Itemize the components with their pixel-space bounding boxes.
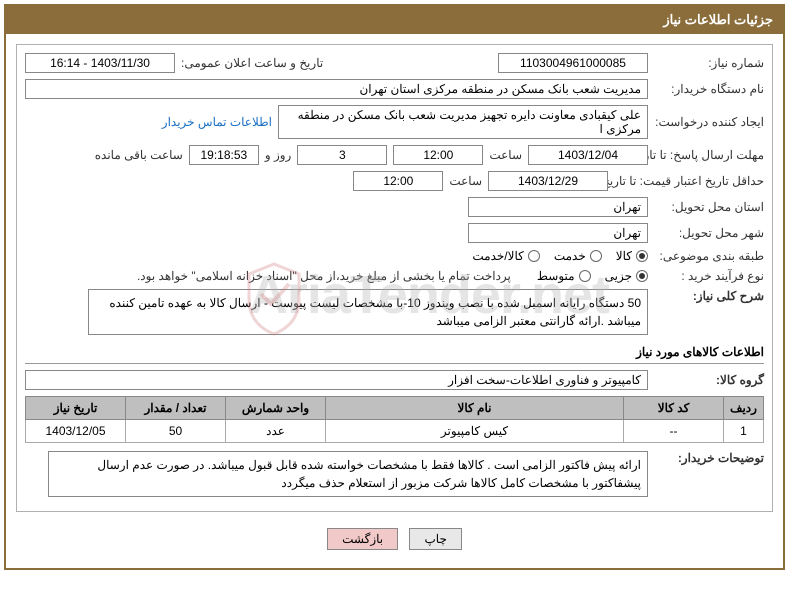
- cell-name: کیس کامپیوتر: [326, 420, 624, 443]
- days-and-label: روز و: [265, 148, 292, 162]
- radio-minor[interactable]: جزیی: [605, 269, 648, 283]
- goods-group-label: گروه کالا:: [654, 373, 764, 387]
- radio-dot-icon: [636, 270, 648, 282]
- main-fieldset: شماره نیاز: 1103004961000085 تاریخ و ساع…: [16, 44, 773, 512]
- summary-label: شرح کلی نیاز:: [654, 289, 764, 303]
- th-date: تاریخ نیاز: [26, 397, 126, 420]
- hms-value: 19:18:53: [189, 145, 259, 165]
- buyer-org-label: نام دستگاه خریدار:: [654, 82, 764, 96]
- validity-time-value: 12:00: [353, 171, 443, 191]
- time-label-2: ساعت: [449, 174, 482, 188]
- validity-date-value: 1403/12/29: [488, 171, 608, 191]
- announce-dt-value: 1403/11/30 - 16:14: [25, 53, 175, 73]
- cell-qty: 50: [126, 420, 226, 443]
- validity-label: حداقل تاریخ اعتبار قیمت: تا تاریخ:: [614, 174, 764, 188]
- time-label-1: ساعت: [489, 148, 522, 162]
- buyer-notes-label: توضیحات خریدار:: [654, 451, 764, 465]
- details-panel: جزئیات اطلاعات نیاز شماره نیاز: 11030049…: [4, 4, 785, 570]
- subject-class-label: طبقه بندی موضوعی:: [654, 249, 764, 263]
- th-code: کد کالا: [624, 397, 724, 420]
- need-no-label: شماره نیاز:: [654, 56, 764, 70]
- contact-link[interactable]: اطلاعات تماس خریدار: [162, 115, 272, 129]
- table-row: 1 -- کیس کامپیوتر عدد 50 1403/12/05: [26, 420, 764, 443]
- proc-type-label: نوع فرآیند خرید :: [654, 269, 764, 283]
- subject-radio-group: کالا خدمت کالا/خدمت: [472, 249, 648, 263]
- remaining-label: ساعت باقی مانده: [95, 148, 183, 162]
- buyer-notes-value: ارائه پیش فاکتور الزامی است . کالاها فقط…: [48, 451, 648, 497]
- reply-date-value: 1403/12/04: [528, 145, 648, 165]
- radio-dot-icon: [636, 250, 648, 262]
- reply-deadline-label: مهلت ارسال پاسخ: تا تاریخ:: [654, 148, 764, 162]
- goods-table: ردیف کد کالا نام کالا واحد شمارش تعداد /…: [25, 396, 764, 443]
- reply-time-value: 12:00: [393, 145, 483, 165]
- requester-value: علی کیقبادی معاونت دایره تجهیز مدیریت شع…: [278, 105, 648, 139]
- print-button[interactable]: چاپ: [409, 528, 461, 550]
- th-qty: تعداد / مقدار: [126, 397, 226, 420]
- th-row: ردیف: [724, 397, 764, 420]
- cell-unit: عدد: [226, 420, 326, 443]
- delivery-prov-value: تهران: [468, 197, 648, 217]
- button-row: چاپ بازگشت: [16, 520, 773, 558]
- delivery-city-label: شهر محل تحویل:: [654, 226, 764, 240]
- days-value: 3: [297, 145, 387, 165]
- cell-row: 1: [724, 420, 764, 443]
- proc-note: پرداخت تمام یا بخشی از مبلغ خرید،از محل …: [137, 269, 511, 283]
- radio-dot-icon: [579, 270, 591, 282]
- delivery-prov-label: استان محل تحویل:: [654, 200, 764, 214]
- announce-dt-label: تاریخ و ساعت اعلان عمومی:: [181, 56, 323, 70]
- buyer-org-value: مدیریت شعب بانک مسکن در منطقه مرکزی استا…: [25, 79, 648, 99]
- radio-dot-icon: [528, 250, 540, 262]
- proc-radio-group: جزیی متوسط: [537, 269, 648, 283]
- radio-dot-icon: [590, 250, 602, 262]
- delivery-city-value: تهران: [468, 223, 648, 243]
- goods-section-title: اطلاعات کالاهای مورد نیاز: [25, 341, 764, 364]
- radio-medium[interactable]: متوسط: [537, 269, 591, 283]
- goods-group-value: کامپیوتر و فناوری اطلاعات-سخت افزار: [25, 370, 648, 390]
- requester-label: ایجاد کننده درخواست:: [654, 115, 764, 129]
- back-button[interactable]: بازگشت: [327, 528, 398, 550]
- need-no-value: 1103004961000085: [498, 53, 648, 73]
- th-name: نام کالا: [326, 397, 624, 420]
- panel-title: جزئیات اطلاعات نیاز: [6, 6, 783, 34]
- th-unit: واحد شمارش: [226, 397, 326, 420]
- radio-goods[interactable]: کالا: [616, 249, 648, 263]
- cell-code: --: [624, 420, 724, 443]
- summary-value: 50 دستگاه رایانه اسمبل شده با نصب ویندوز…: [88, 289, 648, 335]
- radio-goods-service[interactable]: کالا/خدمت: [472, 249, 539, 263]
- radio-service[interactable]: خدمت: [554, 249, 602, 263]
- cell-date: 1403/12/05: [26, 420, 126, 443]
